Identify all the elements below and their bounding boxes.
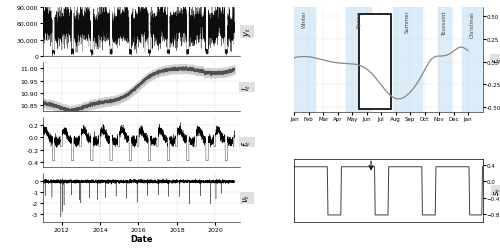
Text: Christmas: Christmas [470,11,475,38]
Bar [360,15,392,110]
Text: $y_t$: $y_t$ [242,27,252,37]
Bar [346,8,371,113]
Bar [462,8,482,113]
Bar [438,8,450,113]
Text: Winter: Winter [302,11,307,28]
Text: $s_t$: $s_t$ [492,186,500,195]
Bar [294,8,314,113]
Text: $\nu_t$: $\nu_t$ [242,193,252,202]
Text: Spring: Spring [356,11,361,28]
Text: $l_t$: $l_t$ [241,84,254,91]
Bar [392,8,422,113]
Text: Toussaint: Toussaint [442,11,446,35]
Text: $f_t$: $f_t$ [241,139,254,146]
Text: $f_t$: $f_t$ [492,56,500,64]
Text: Summer: Summer [404,11,409,33]
X-axis label: Date: Date [130,234,152,243]
